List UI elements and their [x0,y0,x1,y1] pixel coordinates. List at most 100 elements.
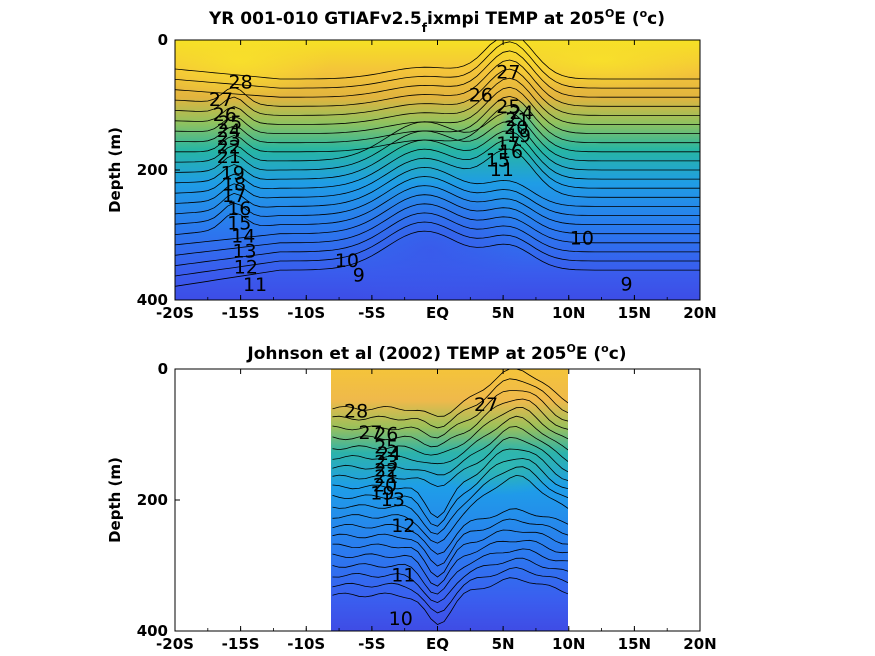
isotherm-line [332,448,568,519]
isotherm-line [175,130,700,184]
isotherm-line [175,203,700,256]
isotherm-line [175,121,700,173]
isotherm-line [175,41,700,89]
x-tick-label: -20S [156,304,194,322]
contour-label: 27 [496,62,520,84]
isotherm-line [175,77,700,125]
x-tick-label: -15S [222,304,260,322]
contour-label: 11 [391,564,415,586]
contour-label: 15 [486,149,510,171]
bottom-heatmap [331,369,568,631]
contour-label: 19 [370,482,394,504]
contour-label: 24 [377,443,401,465]
isotherm-line [175,112,700,163]
isotherm-line [332,529,568,578]
isotherm-line [175,139,700,194]
isotherm-line [175,50,700,98]
x-tick-label: -20S [156,635,194,653]
bottom-x-axis: -20S -15S -10S -5S EQ 5N 10N 15N 20N [156,369,717,653]
x-tick-label: 5N [492,635,515,653]
isotherm-line [175,212,700,266]
contour-label: 12 [234,257,258,279]
isotherm-line [332,557,568,604]
contour-label: 16 [227,198,251,220]
contour-label: 10 [570,227,594,249]
isotherm-line [175,40,700,80]
x-tick-label: 20N [683,635,716,653]
isotherm-line [332,378,568,429]
x-tick-label: -5S [358,635,385,653]
isotherm-line [175,185,700,235]
contour-label: 22 [374,460,398,482]
contour-label: 9 [353,264,365,286]
top-x-axis: -20S -15S -10S -5S EQ 5N 10N 15N 20N [156,40,717,322]
top-contour-labels: 2827262524232221191817161514131211272625… [209,62,633,297]
y-tick-label: 400 [137,622,168,640]
isotherm-line [175,166,700,215]
contour-label: 11 [243,274,267,296]
contour-label: 13 [381,489,405,511]
contour-label: 15 [227,212,251,234]
y-tick-label: 0 [158,360,168,378]
isotherm-line [332,390,568,439]
isotherm-line [332,369,568,417]
x-tick-label: EQ [426,304,449,322]
isotherm-line [175,230,700,287]
isotherm-line [175,194,700,246]
y-tick-label: 200 [137,161,168,179]
isotherm-line [332,398,568,448]
contour-label: 27 [474,394,498,416]
contour-label: 16 [499,141,523,163]
bottom-y-label: Depth (m) [106,457,124,543]
bottom-y-axis: 0 200 400 [137,360,180,640]
x-tick-label: -10S [287,304,325,322]
contour-label: 24 [217,120,241,142]
contour-label: 26 [374,424,398,446]
contour-label: 17 [496,133,520,155]
top-y-axis: 0 200 400 [137,31,180,309]
isotherm-line [332,474,568,544]
isotherm-line [332,466,568,535]
isotherm-line [332,436,568,487]
contour-label: 12 [391,515,415,537]
contour-label: 19 [507,125,531,147]
isotherm-line [332,415,568,465]
contour-label: 28 [229,71,253,93]
x-tick-label: 10N [552,304,585,322]
x-tick-label: -5S [358,304,385,322]
top-y-label: Depth (m) [106,127,124,213]
x-tick-label: 10N [552,635,585,653]
isotherm-line [175,68,700,116]
contour-label: 26 [469,84,493,106]
isotherm-line [332,407,568,456]
y-tick-label: 0 [158,31,168,49]
contour-label: 17 [222,185,246,207]
isotherm-line [175,59,700,107]
x-tick-label: 15N [618,635,651,653]
contour-label: 23 [374,452,398,474]
x-tick-label: -15S [222,635,260,653]
top-heatmap [175,40,700,300]
contour-label: 10 [389,608,413,630]
contour-label: 13 [232,240,256,262]
bottom-title: Johnson et al (2002) TEMP at 205OE (oc) [246,342,626,364]
x-tick-label: 5N [492,304,515,322]
contour-label: 9 [620,273,632,295]
x-tick-label: EQ [426,635,449,653]
contour-label: 27 [358,422,382,444]
contour-label: 21 [505,109,529,131]
top-title: YR 001-010 GTIAFv2.5fixmpi TEMP at 205OE… [208,7,665,35]
contour-label: 28 [344,401,368,423]
isotherm-line [332,518,568,567]
contour-label: 24 [509,102,533,124]
contour-label: 25 [496,96,520,118]
contour-label: 18 [222,173,246,195]
isotherm-line [175,86,700,134]
contour-label: 19 [221,162,245,184]
isotherm-line [175,148,700,204]
isotherm-line [175,221,700,277]
contour-label: 20 [373,475,397,497]
isotherm-line [332,458,568,527]
